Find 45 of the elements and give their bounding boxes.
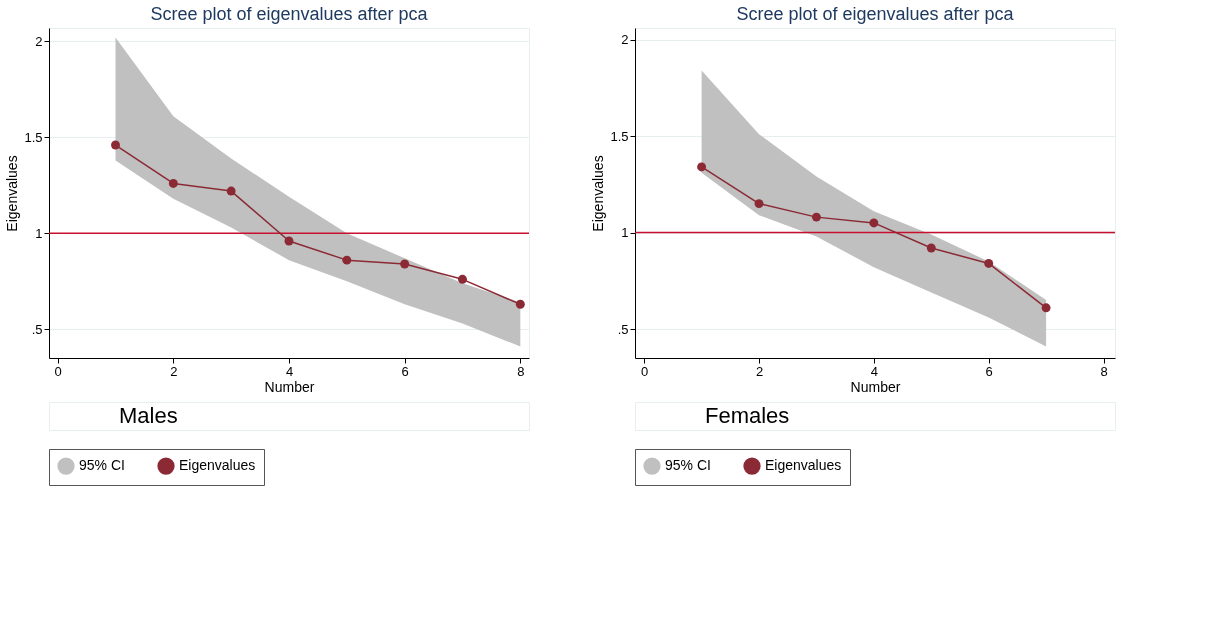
legend-label: Eigenvalues [179, 457, 256, 474]
point [111, 140, 120, 150]
y-tick-label: 1.5 [610, 128, 629, 144]
legend-label: 95% CI [665, 457, 711, 474]
point [458, 274, 467, 284]
x-tick-label: 2 [170, 363, 178, 379]
point [811, 212, 821, 222]
legend-label: 95% CI [79, 457, 125, 474]
x-tick-label: 2 [755, 363, 764, 379]
y-tick-label: .5 [617, 321, 629, 337]
point [515, 299, 525, 309]
x-tick-label: 8 [1100, 363, 1108, 379]
point [168, 178, 178, 188]
x-tick-label: 6 [401, 363, 409, 379]
point [926, 243, 936, 253]
point [400, 259, 410, 269]
point [984, 258, 994, 268]
legend-label: Eigenvalues [765, 457, 842, 474]
point [869, 218, 879, 228]
x-tick-label: 0 [54, 363, 62, 379]
x-tick-label: 4 [870, 363, 878, 379]
y-tick-label: 2 [621, 32, 629, 48]
chart-title: Scree plot of eigenvalues after pca [150, 4, 429, 24]
point [226, 186, 236, 196]
y-tick-label: 1 [621, 225, 629, 241]
x-tick-label: 0 [641, 363, 649, 379]
x-tick-label: 4 [285, 363, 294, 379]
y-tick-label: 1.5 [24, 129, 43, 145]
point [697, 162, 707, 172]
point [284, 236, 294, 246]
text: Males [119, 403, 178, 428]
y-tick-label: .5 [31, 321, 43, 337]
y-tick-label: 1 [35, 225, 43, 241]
x-tick-label: 6 [985, 363, 993, 379]
x-tick-label: 8 [517, 363, 525, 379]
point [342, 255, 352, 265]
x-axis-title: Number [264, 378, 315, 395]
x-axis-title: Number [850, 378, 901, 395]
text: Females [705, 403, 790, 428]
y-axis-title: Eigenvalues [590, 155, 607, 232]
chart-title: Scree plot of eigenvalues after pca [736, 4, 1015, 24]
point [754, 199, 764, 209]
y-tick-label: 2 [35, 33, 43, 49]
point [1041, 303, 1051, 313]
y-axis-title: Eigenvalues [4, 155, 21, 232]
